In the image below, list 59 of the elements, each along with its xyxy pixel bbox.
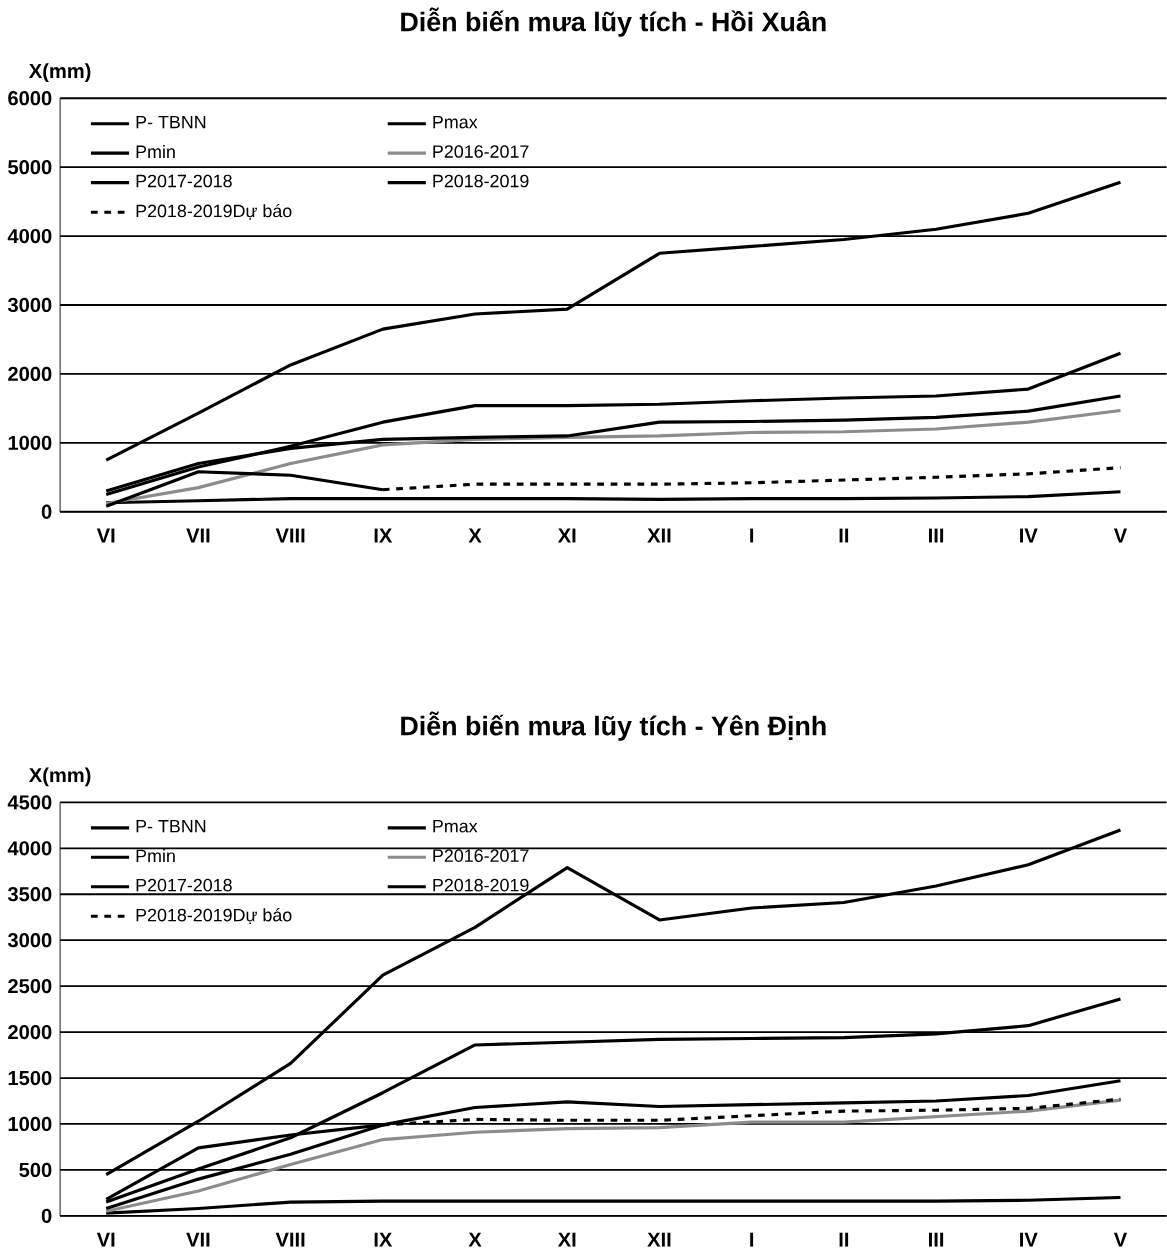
x-tick-label: I	[749, 528, 753, 543]
x-tick-label: XII	[647, 1232, 671, 1247]
x-tick-label: II	[839, 1232, 848, 1247]
y-tick-label: 3000	[7, 297, 52, 313]
legend-label: Pmax	[433, 820, 478, 833]
y-tick-label: 1000	[8, 1116, 52, 1132]
x-tick-label: X	[468, 528, 482, 543]
chart-title: Diễn biến mưa lũy tích - Yên Định	[401, 711, 826, 741]
y-tick-label: 6000	[7, 91, 52, 106]
legend-label: P2018-2019	[433, 878, 529, 892]
y-axis-title: X(mm)	[28, 63, 91, 83]
y-tick-label: 4000	[7, 228, 52, 244]
y-tick-label: 2000	[7, 366, 52, 382]
x-tick-label: I	[749, 1232, 753, 1247]
x-tick-label: V	[1113, 528, 1127, 543]
y-tick-label: 4500	[7, 795, 52, 810]
legend-label: Pmin	[136, 144, 175, 158]
x-tick-label: XI	[557, 1232, 576, 1247]
x-tick-label: VI	[96, 528, 115, 543]
legend-label: P2018-2019	[433, 174, 529, 188]
x-tick-label: VIII	[275, 1232, 305, 1247]
legend-label: P2018-2019Dự báo	[136, 908, 292, 924]
y-tick-label: 1000	[8, 435, 52, 450]
x-tick-label: IV	[1019, 528, 1038, 543]
legend-label: P- TBNN	[136, 820, 205, 833]
x-tick-label: X	[468, 1232, 482, 1247]
y-tick-label: 0	[41, 504, 52, 519]
x-tick-label: IV	[1019, 1232, 1038, 1247]
x-tick-label: III	[928, 1232, 943, 1247]
legend-label: P2017-2018	[136, 174, 232, 188]
x-tick-label: VII	[186, 528, 210, 543]
x-tick-label: IX	[374, 1232, 392, 1247]
x-tick-label: VIII	[275, 528, 305, 543]
chart-title: Diễn biến mưa lũy tích - Hồi Xuân	[401, 7, 826, 37]
legend-label: P2017-2018	[136, 878, 232, 892]
x-tick-label: V	[1113, 1232, 1127, 1247]
x-tick-label: IX	[374, 528, 392, 543]
x-tick-label: VI	[96, 1232, 115, 1247]
x-tick-label: VII	[186, 1232, 210, 1247]
y-tick-label: 2500	[7, 979, 52, 994]
x-tick-label: XII	[647, 528, 671, 543]
y-tick-label: 3500	[7, 887, 52, 902]
legend-label: Pmax	[433, 115, 478, 129]
y-tick-label: 500	[19, 1162, 52, 1178]
y-tick-label: 4000	[7, 841, 52, 856]
legend-label: P2018-2019Dự báo	[136, 203, 292, 220]
x-tick-label: XI	[557, 528, 576, 543]
legend-label: Pmin	[136, 849, 175, 863]
legend-label: P- TBNN	[136, 115, 205, 129]
x-tick-label: II	[839, 528, 848, 543]
y-tick-label: 2000	[7, 1024, 52, 1040]
y-tick-label: 0	[41, 1208, 52, 1224]
y-tick-label: 3000	[7, 933, 52, 948]
legend-label: P2016-2017	[433, 145, 529, 158]
y-tick-label: 1500	[8, 1070, 52, 1086]
x-tick-label: III	[928, 528, 943, 543]
legend-label: P2016-2017	[433, 849, 529, 862]
y-axis-title: X(mm)	[28, 767, 91, 787]
y-tick-label: 5000	[7, 160, 52, 175]
